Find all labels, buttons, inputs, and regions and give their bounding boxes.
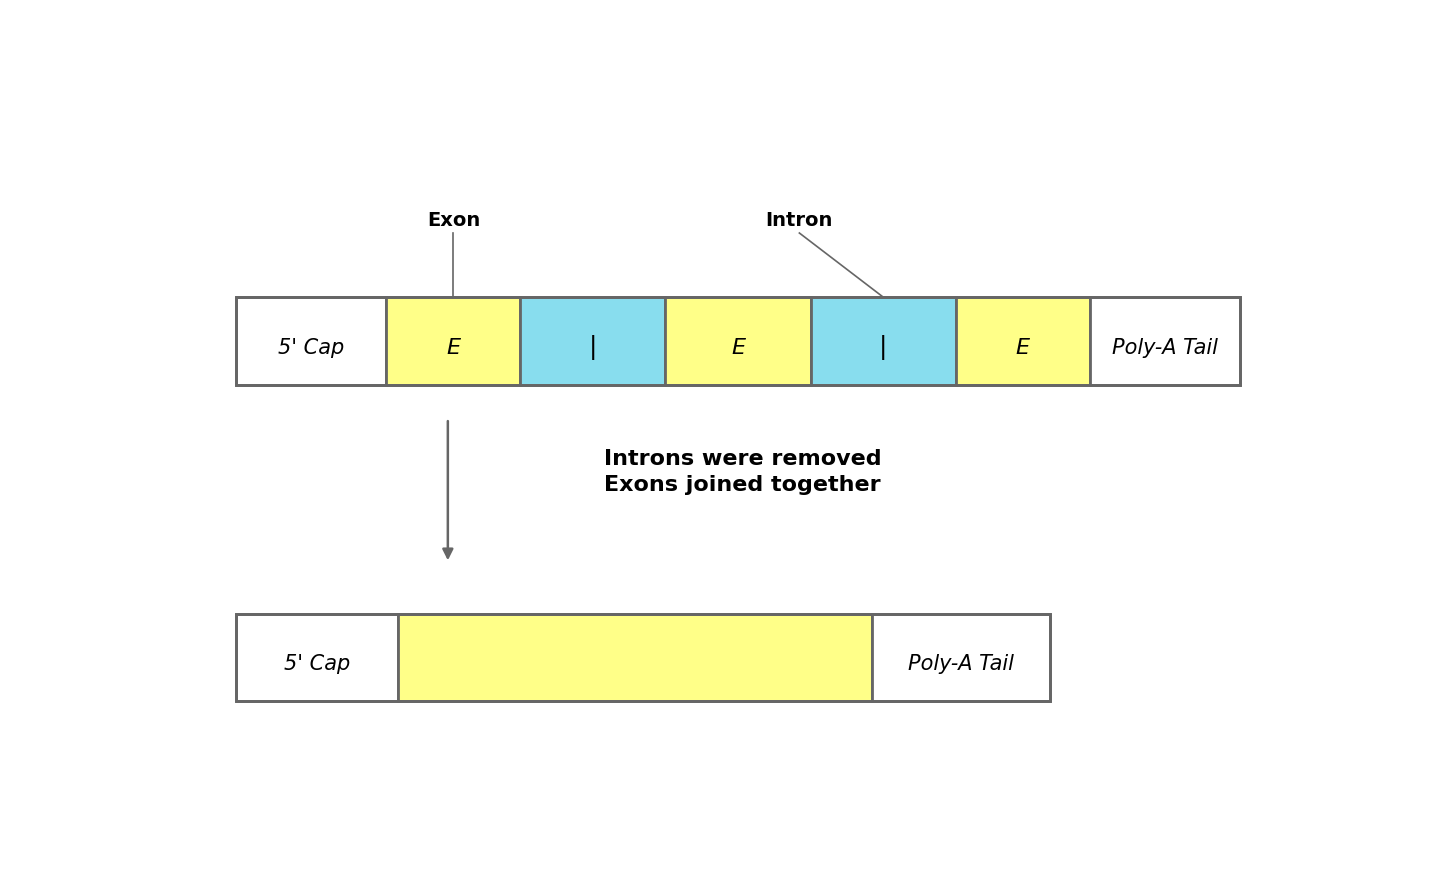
Text: 5' Cap: 5' Cap bbox=[284, 654, 350, 675]
Text: 5' Cap: 5' Cap bbox=[278, 338, 344, 358]
Bar bbox=[1090, 297, 1240, 385]
Bar bbox=[386, 297, 520, 385]
Bar bbox=[236, 297, 386, 385]
Text: Introns were removed
Exons joined together: Introns were removed Exons joined togeth… bbox=[605, 449, 881, 495]
Text: E: E bbox=[1015, 338, 1030, 358]
Bar bbox=[873, 613, 1051, 701]
Text: Poly-A Tail: Poly-A Tail bbox=[1112, 338, 1218, 358]
Text: E: E bbox=[732, 338, 744, 358]
Bar bbox=[236, 613, 1051, 701]
Text: E: E bbox=[446, 338, 461, 358]
Text: |: | bbox=[589, 335, 598, 360]
Bar bbox=[236, 613, 397, 701]
Bar bbox=[520, 297, 665, 385]
Bar bbox=[811, 297, 956, 385]
Text: |: | bbox=[878, 335, 887, 360]
Text: Exon: Exon bbox=[426, 211, 480, 229]
Bar bbox=[397, 613, 873, 701]
Bar bbox=[956, 297, 1090, 385]
Text: Intron: Intron bbox=[766, 211, 834, 229]
Text: Poly-A Tail: Poly-A Tail bbox=[909, 654, 1014, 675]
Bar bbox=[236, 297, 1240, 385]
Bar bbox=[665, 297, 811, 385]
